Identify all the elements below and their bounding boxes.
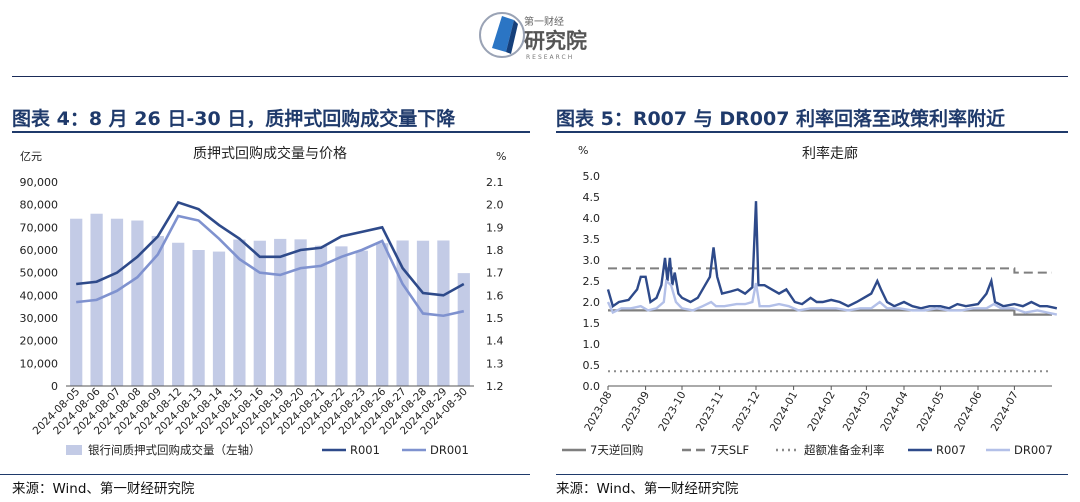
x-tick-label: 2024-04 xyxy=(878,389,910,433)
volume-bar xyxy=(253,240,266,386)
volume-bar xyxy=(294,239,307,386)
y-tick-label: 1.0 xyxy=(583,338,601,351)
x-tick-label: 2024-05 xyxy=(915,390,947,434)
left-tick-label: 70,000 xyxy=(20,221,59,234)
right-tick-label: 1.5 xyxy=(486,312,504,325)
figure-5-bottom-rule xyxy=(556,474,1068,475)
right-tick-label: 1.4 xyxy=(486,335,504,348)
volume-bar xyxy=(233,239,246,386)
chart-title: 利率走廊 xyxy=(802,145,858,162)
legend-label: 7天SLF xyxy=(710,443,749,457)
logo-top-text: 第一财经 xyxy=(524,15,564,28)
figure-5-source: 来源：Wind、第一财经研究院 xyxy=(556,481,739,497)
volume-bar xyxy=(70,218,83,386)
research-institute-logo: 第一财经 研究院 RESEARCH xyxy=(479,12,587,61)
right-tick-label: 1.6 xyxy=(486,289,504,302)
volume-bar xyxy=(376,243,389,386)
x-tick-label: 2024-06 xyxy=(952,389,984,433)
series-line xyxy=(608,309,1052,316)
x-tick-label: 2024-01 xyxy=(768,390,800,434)
right-axis-unit: % xyxy=(496,150,506,163)
figure-4-title: 图表 4：8 月 26 日-30 日，质押式回购成交量下降 xyxy=(12,108,456,130)
legend-label: R007 xyxy=(936,443,966,457)
y-tick-label: 2.0 xyxy=(583,296,601,309)
left-tick-label: 90,000 xyxy=(20,176,59,189)
volume-bar xyxy=(457,273,470,386)
y-tick-label: 0.0 xyxy=(583,380,601,393)
report-header: 第一财经 研究院 RESEARCH xyxy=(0,0,1080,78)
left-axis-unit: 亿元 xyxy=(20,150,42,163)
volume-bar xyxy=(335,246,348,386)
right-tick-label: 1.7 xyxy=(486,267,504,280)
legend-label: 超额准备金利率 xyxy=(804,443,885,457)
series-line xyxy=(608,267,1052,274)
volume-bar xyxy=(274,238,287,386)
left-tick-label: 80,000 xyxy=(20,199,59,212)
y-tick-label: 5.0 xyxy=(583,170,601,183)
volume-bar xyxy=(314,245,328,386)
x-tick-label: 2023-08 xyxy=(582,390,614,434)
left-tick-label: 50,000 xyxy=(20,267,59,280)
left-tick-label: 40,000 xyxy=(20,289,59,302)
right-tick-label: 1.8 xyxy=(486,244,504,257)
x-tick-label: 2024-07 xyxy=(989,390,1021,434)
left-tick-label: 30,000 xyxy=(20,312,59,325)
right-tick-label: 2.0 xyxy=(486,199,504,212)
legend-label-r001: R001 xyxy=(350,443,380,457)
figure-5-title: 图表 5：R007 与 DR007 利率回落至政策利率附近 xyxy=(556,108,1006,130)
left-tick-label: 0 xyxy=(51,380,58,393)
y-axis-unit: % xyxy=(578,144,588,157)
series-line-dr001 xyxy=(76,214,465,318)
x-tick-label: 2024-02 xyxy=(805,390,837,434)
x-tick-label: 2023-10 xyxy=(656,390,688,434)
repo-volume-price-chart: 质押式回购成交量与价格 亿元 % 0 10,000 20,000 30,000 40,000 5… xyxy=(20,145,507,457)
series-line xyxy=(606,278,1058,316)
left-tick-label: 20,000 xyxy=(20,335,59,348)
volume-bar xyxy=(110,218,124,386)
figure-4-source: 来源：Wind、第一财经研究院 xyxy=(12,481,195,497)
logo-main-text: 研究院 xyxy=(524,29,587,53)
series-line xyxy=(606,201,1058,310)
volume-bar xyxy=(172,242,185,386)
series-line-r001 xyxy=(76,200,465,297)
chart-title: 质押式回购成交量与价格 xyxy=(193,145,347,162)
volume-bar xyxy=(437,240,450,386)
x-tick-label: 2023-12 xyxy=(730,390,762,434)
rate-corridor-chart: 利率走廊% 0.0 0.5 1.0 1.5 2.0 2.5 3.0 3.5 4.0 4.5 5.0 20… xyxy=(562,144,1058,457)
figure-5-title-rule xyxy=(556,131,1068,133)
x-tick-label: 2023-11 xyxy=(694,390,726,434)
volume-bar xyxy=(151,235,164,386)
volume-bar xyxy=(212,251,226,386)
left-tick-label: 10,000 xyxy=(20,357,59,370)
right-tick-label: 1.9 xyxy=(486,221,504,234)
right-tick-label: 1.3 xyxy=(486,357,504,370)
figure-4-title-rule xyxy=(12,131,530,133)
y-tick-label: 2.5 xyxy=(583,275,601,288)
y-tick-label: 3.5 xyxy=(583,233,601,246)
y-tick-label: 0.5 xyxy=(583,359,601,372)
right-tick-label: 1.2 xyxy=(486,380,504,393)
logo-sub-text: RESEARCH xyxy=(526,54,574,61)
x-tick-label: 2024-03 xyxy=(841,390,873,434)
y-tick-label: 4.5 xyxy=(583,191,601,204)
right-tick-label: 2.1 xyxy=(486,176,504,189)
legend-label: DR007 xyxy=(1014,443,1053,457)
volume-bar xyxy=(131,220,144,386)
legend-swatch-volume xyxy=(66,445,82,455)
figure-4-bottom-rule xyxy=(0,474,530,475)
y-tick-label: 4.0 xyxy=(583,212,601,225)
y-tick-label: 1.5 xyxy=(583,317,601,330)
volume-bar xyxy=(355,250,368,386)
header-divider xyxy=(12,76,1068,77)
left-tick-label: 60,000 xyxy=(20,244,59,257)
x-tick-label: 2023-09 xyxy=(620,390,652,434)
y-tick-label: 3.0 xyxy=(583,254,601,267)
volume-bar xyxy=(192,250,205,386)
legend-label-volume: 银行间质押式回购成交量（左轴） xyxy=(88,443,261,457)
legend-label: 7天逆回购 xyxy=(590,443,643,457)
legend-label-dr001: DR001 xyxy=(430,443,469,457)
